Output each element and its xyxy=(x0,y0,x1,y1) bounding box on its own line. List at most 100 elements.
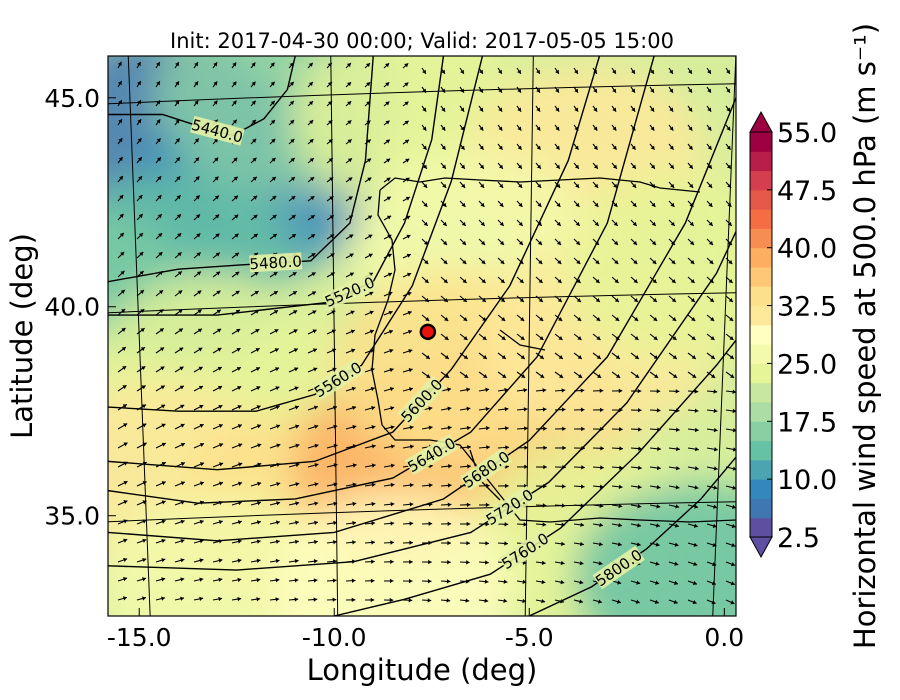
wind-vector-arrow xyxy=(535,333,544,341)
wind-vector-arrow xyxy=(592,200,599,208)
wind-vector-arrow xyxy=(630,219,638,227)
wind-vector-arrow xyxy=(516,200,523,208)
wind-vector-arrow xyxy=(649,484,661,490)
coastline xyxy=(371,177,736,523)
wind-vector-arrow xyxy=(193,558,204,563)
wind-vector-arrow xyxy=(269,233,278,240)
wind-vector-arrow xyxy=(250,195,258,202)
wind-vector-arrow xyxy=(345,386,356,392)
wind-vector-arrow xyxy=(516,352,526,360)
wind-vector-arrow xyxy=(725,504,736,509)
wind-vector-arrow xyxy=(345,520,357,526)
wind-vector-arrow xyxy=(706,181,713,189)
wind-vector-arrow xyxy=(193,61,199,69)
wind-vector-arrow xyxy=(573,162,580,170)
wind-vector-arrow xyxy=(725,580,735,586)
wind-vector-arrow xyxy=(326,501,338,506)
wind-vector-arrow xyxy=(364,559,375,564)
wind-vector-arrow xyxy=(649,105,655,112)
wind-vector-arrow xyxy=(402,502,414,507)
wind-vector-arrow xyxy=(383,291,393,297)
wind-vector-arrow xyxy=(307,501,319,506)
wind-vector-arrow xyxy=(440,238,448,246)
wind-vector-arrow xyxy=(592,522,604,528)
wind-vector-arrow xyxy=(725,105,731,112)
wind-vector-arrow xyxy=(554,503,566,508)
wind-vector-arrow xyxy=(649,446,661,451)
wind-vector-arrow xyxy=(307,157,315,164)
wind-vector-arrow xyxy=(725,523,736,529)
wind-vector-arrow xyxy=(535,445,547,451)
wind-vector-arrow xyxy=(535,314,544,322)
wind-vector-arrow xyxy=(212,290,221,297)
colorbar-tick-label: 17.5 xyxy=(777,407,837,438)
wind-vector-arrow xyxy=(155,596,166,601)
wind-vector-arrow xyxy=(345,482,357,487)
wind-vector-arrow xyxy=(288,539,299,545)
wind-vector-arrow xyxy=(668,427,680,432)
wind-vector-arrow xyxy=(212,481,224,487)
wind-vector-arrow xyxy=(611,352,621,360)
wind-vector-arrow xyxy=(136,481,147,487)
wind-vector-arrow xyxy=(326,253,335,259)
wind-vector-arrow xyxy=(269,520,281,525)
wind-vector-arrow xyxy=(326,578,337,583)
y-axis-ticks: 35.0 40.0 45.0 xyxy=(44,84,116,531)
wind-vector-arrow xyxy=(630,105,636,112)
wind-vector-arrow xyxy=(193,462,205,468)
wind-vector-arrow xyxy=(497,219,505,227)
wind-vector-arrow xyxy=(706,105,712,112)
wind-vector-arrow xyxy=(364,139,372,145)
wind-vector-arrow xyxy=(440,387,452,392)
wind-vector-arrow xyxy=(288,271,297,278)
wind-vector-arrow xyxy=(193,271,202,278)
wind-vector-arrow xyxy=(535,522,547,527)
wind-vector-arrow xyxy=(402,120,409,126)
wind-vector-arrow xyxy=(573,407,585,412)
wind-vector-arrow xyxy=(478,598,489,603)
wind-vector-arrow xyxy=(516,314,525,322)
wind-vector-arrow xyxy=(516,143,522,151)
wind-vector-arrow xyxy=(212,347,222,354)
wind-vector-arrow xyxy=(117,156,124,164)
y-axis-label: Latitude (deg) xyxy=(5,233,39,439)
wind-vector-arrow xyxy=(231,520,242,525)
wind-vector-arrow xyxy=(383,234,392,240)
wind-vector-arrow xyxy=(117,194,124,202)
wind-vector-arrow xyxy=(554,162,561,170)
wind-vector-arrow xyxy=(440,105,446,112)
wind-vector-arrow xyxy=(478,219,486,227)
wind-vector-arrow xyxy=(155,175,162,183)
wind-vector-arrow xyxy=(497,579,508,584)
colorbar-band xyxy=(750,402,772,422)
wind-vector-arrow xyxy=(174,100,180,107)
wind-vector-arrow xyxy=(155,385,166,392)
wind-vector-arrow xyxy=(535,257,543,265)
wind-vector-arrow xyxy=(174,61,180,69)
height-contour-line xyxy=(334,339,736,616)
wind-vector-arrow xyxy=(345,138,353,145)
wind-vector-arrow xyxy=(630,388,642,394)
wind-vector-arrow xyxy=(573,599,584,604)
wind-vector-arrow xyxy=(630,427,642,432)
wind-vector-arrow xyxy=(516,387,528,393)
wind-vector-arrow xyxy=(212,252,221,259)
wind-vector-arrow xyxy=(326,214,335,221)
wind-vector-arrow xyxy=(326,234,335,240)
wind-vector-arrow xyxy=(668,181,675,189)
wind-vector-arrow xyxy=(421,105,427,112)
wind-vector-arrow xyxy=(478,86,484,94)
wind-vector-arrow xyxy=(117,99,123,107)
wind-vector-arrow xyxy=(174,175,181,183)
colorbar-tick-label: 47.5 xyxy=(777,176,837,207)
wind-vector-arrow xyxy=(554,407,566,412)
wind-vector-arrow xyxy=(117,61,122,69)
wind-vector-arrow xyxy=(383,101,390,107)
y-tick-label: 40.0 xyxy=(44,293,100,322)
wind-vector-arrow xyxy=(383,196,392,202)
contour-label-background xyxy=(190,115,245,146)
wind-vector-arrow xyxy=(706,523,717,528)
wind-vector-arrow xyxy=(421,276,429,284)
wind-vector-arrow xyxy=(687,181,694,189)
wind-vector-arrow xyxy=(497,371,507,379)
